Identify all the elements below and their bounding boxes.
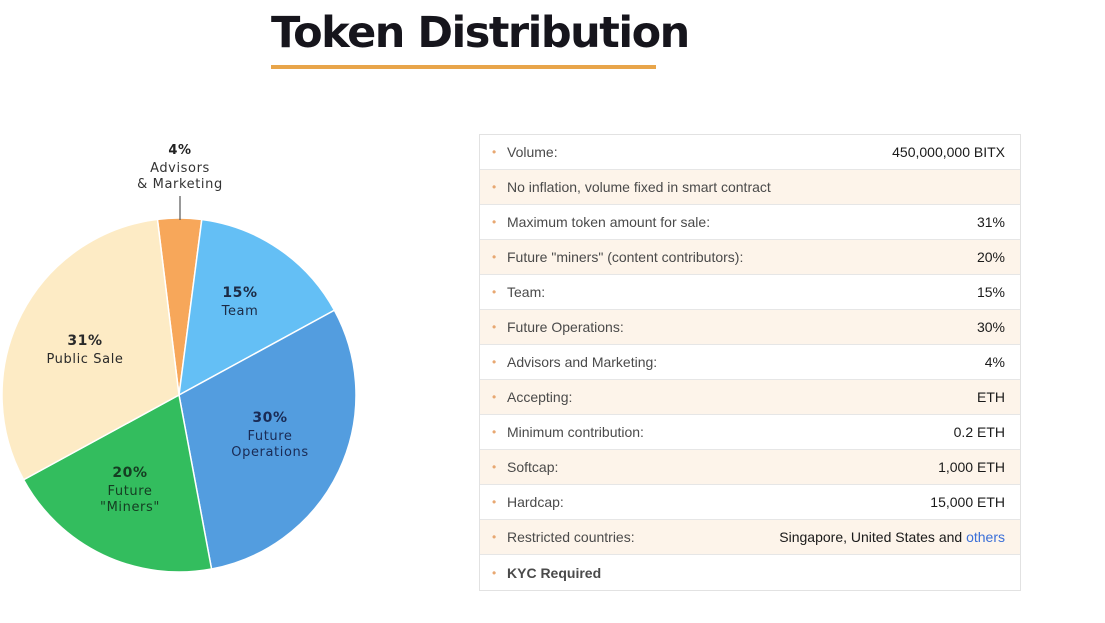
row-label: Accepting: [507, 389, 573, 405]
table-row: • Future Operations: 30% [480, 310, 1020, 345]
table-row: • Maximum token amount for sale: 31% [480, 205, 1020, 240]
pie-slice [1, 218, 180, 481]
row-value: 15,000 ETH [930, 494, 1005, 510]
row-label: Softcap: [507, 459, 559, 475]
row-value: 450,000,000 BITX [892, 144, 1005, 160]
table-row: • Future "miners" (content contributors):… [480, 240, 1020, 275]
row-value: 31% [976, 214, 1005, 230]
others-link[interactable]: others [966, 529, 1005, 545]
table-row: • No inflation, volume fixed in smart con… [480, 170, 1020, 205]
row-label: Restricted countries: [507, 529, 635, 545]
row-value: 1,000 ETH [938, 459, 1005, 475]
pie-label: Public Sale [46, 352, 123, 367]
pie-label: & Marketing [137, 177, 223, 192]
title-underline [271, 65, 656, 69]
pie-label: 30% [252, 410, 287, 426]
pie-chart: 4%Advisors& Marketing15%Team30%FutureOpe… [1, 143, 357, 573]
row-value: 20% [976, 249, 1005, 265]
row-label: Future "miners" (content contributors): [507, 249, 744, 265]
bullet-icon: • [492, 460, 497, 474]
row-label: Volume: [507, 144, 558, 160]
row-label: Hardcap: [507, 494, 564, 510]
bullet-icon: • [492, 320, 497, 334]
bullet-icon: • [492, 250, 497, 264]
table-row: • Advisors and Marketing: 4% [480, 345, 1020, 380]
pie-label: Team [221, 304, 259, 319]
pie-label: 15% [222, 285, 257, 301]
bullet-icon: • [492, 285, 497, 299]
bullet-icon: • [492, 215, 497, 229]
bullet-icon: • [492, 530, 497, 544]
bullet-icon: • [492, 180, 497, 194]
pie-slice [22, 393, 213, 573]
title-block: Token Distribution [271, 6, 690, 69]
table-row: • Minimum contribution: 0.2 ETH [480, 415, 1020, 450]
bullet-icon: • [492, 565, 497, 580]
table-row: • Team: 15% [480, 275, 1020, 310]
table-row: • Hardcap: 15,000 ETH [480, 485, 1020, 520]
pie-label: Future [248, 429, 293, 444]
row-label: Team: [507, 284, 546, 300]
row-value: 0.2 ETH [953, 424, 1005, 440]
pie-label: 20% [112, 465, 147, 481]
row-value: 15% [976, 284, 1005, 300]
table-row: • Volume: 450,000,000 BITX [480, 135, 1020, 170]
bullet-icon: • [492, 355, 497, 369]
table-row: • Accepting: ETH [480, 380, 1020, 415]
row-label: Maximum token amount for sale: [507, 214, 711, 230]
pie-label: Future [108, 484, 153, 499]
row-value: 30% [976, 319, 1005, 335]
pie-label: Advisors [150, 161, 210, 176]
row-value: 4% [984, 354, 1005, 370]
row-value: Singapore, United States and others [779, 529, 1005, 545]
bullet-icon: • [492, 390, 497, 404]
table-row: • Restricted countries: Singapore, United … [480, 520, 1020, 555]
row-label: Advisors and Marketing: [507, 354, 658, 370]
table-row: • Softcap: 1,000 ETH [480, 450, 1020, 485]
row-label: No inflation, volume fixed in smart cont… [507, 179, 771, 195]
pie-label: 31% [67, 333, 102, 349]
page-title: Token Distribution [271, 8, 690, 58]
pie-slice [178, 218, 336, 397]
row-label: Future Operations: [507, 319, 624, 335]
pie-slice [178, 309, 357, 570]
bullet-icon: • [492, 495, 497, 509]
row-label: Minimum contribution: [507, 424, 644, 440]
pie-label: Operations [231, 445, 308, 460]
row-label: KYC Required [507, 564, 602, 581]
pie-label: "Miners" [100, 500, 160, 515]
table-row: • KYC Required [480, 555, 1020, 590]
token-details-table: • Volume: 450,000,000 BITX • No inflation, v… [479, 134, 1021, 591]
row-value: ETH [977, 389, 1005, 405]
bullet-icon: • [492, 425, 497, 439]
pie-label: 4% [168, 143, 191, 158]
bullet-icon: • [492, 145, 497, 159]
